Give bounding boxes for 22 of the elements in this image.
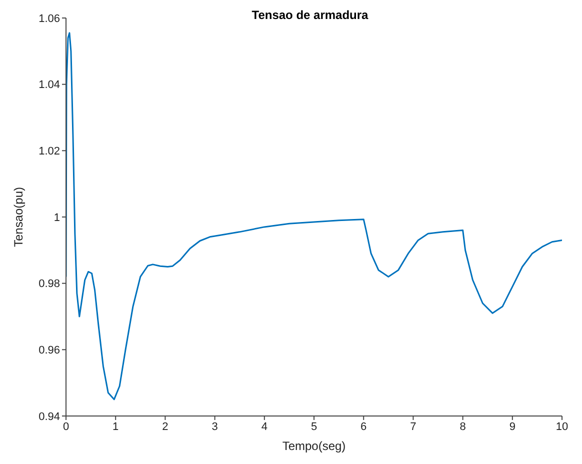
x-tick-label: 0 <box>62 420 70 433</box>
x-tick-label: 2 <box>162 420 168 433</box>
y-tick-label: 0.96 <box>38 344 60 357</box>
y-tick-label: 1.02 <box>38 146 60 158</box>
y-axis-title: Tensao(pu) <box>11 186 26 248</box>
x-axis-title: Tempo(seg) <box>282 439 346 453</box>
x-tick-label: 9 <box>509 420 516 433</box>
x-tick-label: 1 <box>112 420 119 433</box>
x-tick-label: 3 <box>212 420 218 433</box>
x-tick-label: 8 <box>460 420 466 433</box>
x-tick-label: 4 <box>261 420 268 433</box>
y-tick-label: 1 <box>54 212 60 224</box>
x-tick-label: 6 <box>360 420 367 433</box>
line-series <box>66 32 562 400</box>
y-tick-label: 0.98 <box>38 278 60 290</box>
x-tick-label: 10 <box>556 420 568 433</box>
chart-title: Tensao de armadura <box>250 8 370 22</box>
y-tick-label: 0.94 <box>38 410 60 423</box>
x-tick-label: 5 <box>310 420 318 433</box>
y-tick-label: 1.04 <box>38 79 60 92</box>
y-tick-label: 1.06 <box>38 12 60 25</box>
x-tick-label: 7 <box>410 420 416 433</box>
